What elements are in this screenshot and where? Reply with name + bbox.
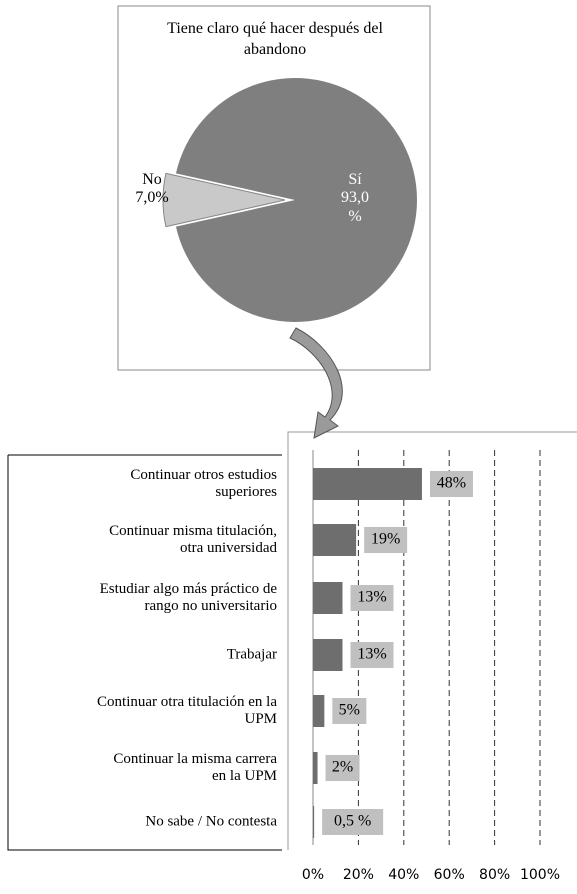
value-label: 13% [357,646,386,663]
pie-slice [162,172,286,228]
x-tick-label: 100% [520,867,560,883]
bar [313,639,343,671]
value-label: 0,5 % [334,813,371,830]
category-label: No sabe / No contesta [145,813,277,830]
pie-category-label: Sí [348,171,362,188]
value-label-box [350,585,394,611]
value-label: 19% [371,531,400,548]
value-label-box [429,471,473,497]
value-label: 48% [437,475,466,492]
pie-title: Tiene claro qué hacer después del abando… [167,20,383,58]
bar [313,468,422,500]
pie-category-label: No [142,171,162,188]
bar [313,752,318,784]
value-label-box [322,809,384,835]
value-label: 13% [357,589,386,606]
arrow [289,327,343,439]
x-tick-label: 60% [434,867,465,883]
pie-slice [175,78,417,322]
pie-value-label: 93,0 % [341,189,369,225]
category-label: Continuar otra titulación en la UPM [97,694,277,727]
category-label: Continuar misma titulación, otra univers… [109,523,277,556]
value-label: 5% [339,702,360,719]
value-label-box [350,642,394,668]
pie-frame [117,5,431,371]
category-label: Trabajar [226,646,277,663]
value-label: 2% [332,759,353,776]
x-tick-label: 40% [388,867,419,883]
x-tick-label: 0% [302,867,324,883]
value-label-box [332,698,367,724]
category-label: Estudiar algo más práctico de rango no u… [99,581,277,614]
value-label-box [325,755,360,781]
bar [313,695,325,727]
bar-frame [287,431,577,850]
x-tick-label: 20% [343,867,374,883]
category-label: Continuar la misma carrera en la UPM [113,751,277,784]
x-tick-label: 80% [479,867,510,883]
bar [313,806,315,838]
value-label-box [364,527,408,553]
category-label: Continuar otros estudios superiores [130,467,277,500]
pie-value-label: 7,0% [135,189,169,206]
bar [313,582,343,614]
label-frame [7,454,282,851]
bar [313,524,357,556]
